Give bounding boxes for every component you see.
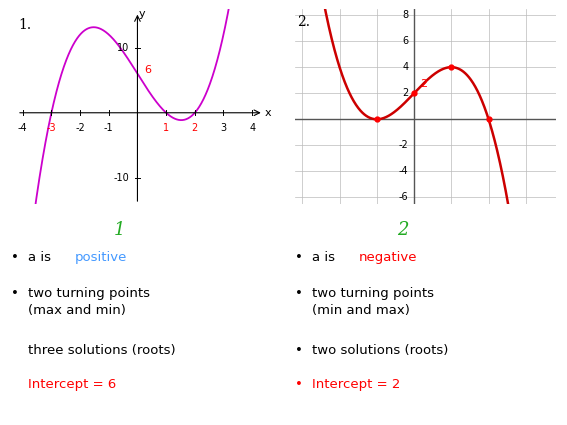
- Text: -1: -1: [104, 122, 113, 133]
- Text: -2: -2: [75, 122, 85, 133]
- Text: 2.: 2.: [297, 15, 310, 29]
- Text: three solutions (roots): three solutions (roots): [28, 344, 176, 357]
- Text: -4: -4: [399, 167, 408, 176]
- Text: •: •: [295, 251, 303, 264]
- Text: -6: -6: [399, 193, 408, 202]
- Text: Intercept = 6: Intercept = 6: [28, 378, 117, 391]
- Text: •: •: [11, 287, 19, 300]
- Text: a is: a is: [28, 251, 56, 264]
- Text: 6: 6: [145, 65, 151, 75]
- Text: 1: 1: [163, 122, 169, 133]
- Text: 2: 2: [192, 122, 198, 133]
- Text: -10: -10: [113, 173, 129, 183]
- Text: positive: positive: [75, 251, 128, 264]
- Text: •: •: [295, 378, 303, 391]
- Text: -3: -3: [46, 122, 56, 133]
- Text: 8: 8: [403, 10, 408, 20]
- Text: two turning points
(max and min): two turning points (max and min): [28, 287, 150, 317]
- Text: a is: a is: [312, 251, 339, 264]
- Text: negative: negative: [358, 251, 417, 264]
- Text: -4: -4: [18, 122, 28, 133]
- Text: 4: 4: [403, 62, 408, 72]
- Text: •: •: [295, 344, 303, 357]
- Text: 10: 10: [117, 42, 129, 53]
- Text: •: •: [295, 287, 303, 300]
- Text: 3: 3: [221, 122, 227, 133]
- Text: -2: -2: [399, 140, 408, 150]
- Text: 1.: 1.: [19, 18, 32, 32]
- Text: 6: 6: [403, 36, 408, 46]
- Text: two solutions (roots): two solutions (roots): [312, 344, 448, 357]
- Text: y: y: [138, 9, 145, 19]
- Text: •: •: [11, 251, 19, 264]
- Text: 1: 1: [113, 221, 125, 239]
- Text: 2: 2: [402, 88, 408, 98]
- Text: two turning points
(min and max): two turning points (min and max): [312, 287, 434, 317]
- Text: 2: 2: [420, 79, 427, 89]
- Text: x: x: [265, 108, 272, 118]
- Text: Intercept = 2: Intercept = 2: [312, 378, 400, 391]
- Text: 4: 4: [249, 122, 255, 133]
- Text: 2: 2: [397, 221, 408, 239]
